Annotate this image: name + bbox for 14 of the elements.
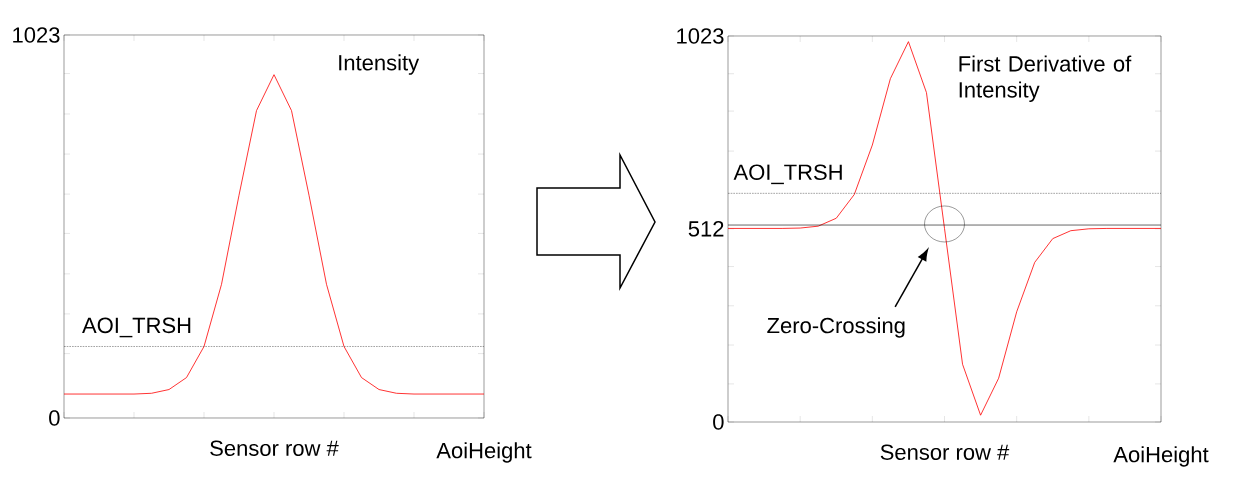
y-tick-label: 512 — [688, 221, 724, 237]
y-tick-label: 1023 — [13, 27, 60, 43]
annotation: Zero-Crossing — [767, 317, 905, 338]
y-tick-label: 0 — [713, 414, 724, 430]
annotation: First Derivative of Intensity — [959, 55, 1132, 102]
x-axis-title: Sensor row # — [210, 440, 339, 456]
text: AoiHeight — [1113, 446, 1209, 467]
text: AoiHeight — [436, 442, 532, 463]
ref-line-label: AOI_TRSH — [733, 164, 842, 185]
annotation: Intensity — [339, 54, 420, 75]
ref-line-label: AOI_TRSH — [82, 317, 191, 338]
x-axis-title: Sensor row # — [880, 444, 1010, 460]
y-tick-label: 1023 — [677, 28, 724, 44]
y-tick-label: 0 — [49, 410, 60, 426]
